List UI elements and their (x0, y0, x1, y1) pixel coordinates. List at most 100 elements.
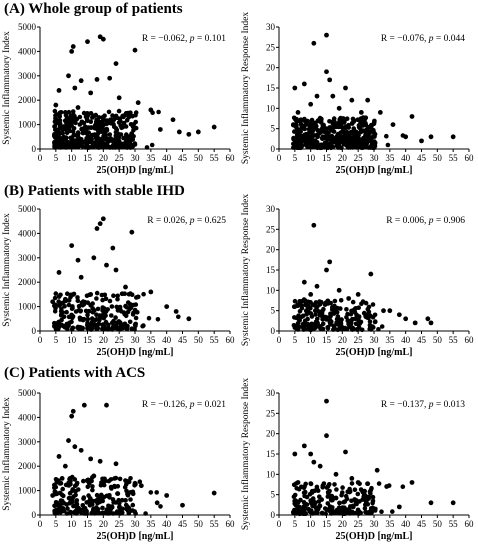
data-point (338, 298, 344, 303)
data-point (301, 327, 306, 332)
x-tick-label: 0 (277, 519, 282, 529)
data-point (310, 497, 316, 503)
data-point (346, 296, 352, 301)
data-point (116, 120, 122, 125)
data-point (100, 505, 105, 511)
correlation-annotation: R = −0.137, p = 0.013 (381, 400, 465, 410)
data-point (315, 134, 320, 140)
x-tick-label: 35 (385, 335, 395, 345)
x-tick-label: 50 (433, 153, 443, 163)
data-point (320, 485, 325, 490)
annotation-r: R = −0.062, (142, 34, 190, 44)
data-point (305, 316, 310, 322)
data-point (148, 490, 154, 495)
data-point (331, 327, 336, 332)
y-tick-label: 0 (271, 510, 276, 520)
data-point (211, 490, 217, 496)
data-point (123, 313, 129, 319)
data-point (312, 303, 318, 308)
data-point (318, 311, 323, 316)
x-tick-label: 10 (306, 153, 316, 163)
data-point (115, 293, 120, 299)
y-tick-label: 30 (266, 204, 276, 214)
data-point (92, 113, 97, 118)
data-point (328, 313, 333, 319)
y-axis-label: Systemic Inflammatory Response Index (240, 378, 251, 530)
data-point (370, 505, 375, 511)
data-point (124, 305, 129, 310)
data-point (428, 134, 434, 140)
y-tick-label: 0 (32, 144, 37, 154)
x-tick-label: 40 (401, 153, 411, 163)
data-point (350, 144, 355, 149)
x-tick-label: 30 (131, 335, 141, 345)
data-point (132, 509, 138, 514)
data-point (85, 39, 90, 45)
data-point (340, 490, 345, 495)
data-point (301, 297, 307, 302)
data-point (70, 109, 76, 114)
data-point (78, 78, 84, 84)
x-tick-label: 15 (322, 153, 332, 163)
x-tick-label: 45 (417, 519, 427, 529)
data-point (324, 32, 329, 38)
data-point (102, 136, 108, 141)
data-point (60, 143, 65, 148)
data-point (137, 479, 143, 484)
data-point (331, 323, 336, 329)
data-point (124, 326, 130, 332)
y-tick-label: 10 (266, 285, 276, 295)
data-point (70, 44, 76, 49)
data-point (292, 451, 298, 457)
data-point (343, 493, 349, 499)
data-point (71, 126, 77, 131)
data-point (104, 262, 109, 268)
x-tick-label: 0 (277, 335, 282, 345)
data-point (362, 492, 367, 498)
data-point (173, 309, 179, 314)
data-point (349, 481, 355, 486)
data-point (376, 481, 382, 486)
data-point (56, 454, 62, 459)
data-point (295, 480, 301, 485)
y-tick-label: 3000 (18, 71, 37, 81)
data-point (343, 449, 348, 455)
data-point (100, 144, 105, 150)
scatter-chart-b-sii: 0 5 10 15 20 25 30 35 40 45 50 55 60 0 1000 2000 3000 400… (1, 204, 235, 358)
data-point (119, 125, 124, 131)
data-point (352, 487, 358, 492)
data-point (302, 126, 307, 132)
annotation-r: R = 0.026, (147, 216, 190, 226)
data-point (94, 492, 100, 498)
x-tick-label: 60 (465, 335, 475, 345)
data-point (59, 306, 64, 311)
data-point (81, 478, 86, 484)
annotation-p-label: p (428, 34, 434, 44)
data-point (55, 325, 60, 331)
section-title-a: (A) Whole group of patients (4, 1, 183, 17)
data-point (350, 129, 355, 135)
data-point (81, 496, 86, 501)
y-tick-label: 4000 (18, 228, 37, 238)
data-point (56, 270, 62, 275)
data-point (385, 142, 391, 148)
data-point (292, 498, 297, 504)
data-point (377, 110, 383, 115)
data-point (123, 284, 128, 290)
data-point (96, 119, 102, 124)
data-point (180, 502, 185, 508)
x-tick-label: 50 (433, 519, 443, 529)
data-point (321, 481, 327, 486)
x-tick-label: 15 (83, 153, 93, 163)
y-axis-label: Systemic Inflammatory Index (1, 397, 12, 511)
data-point (300, 321, 306, 327)
data-point (104, 127, 110, 133)
data-point (124, 488, 129, 494)
data-point (176, 314, 181, 320)
data-point (403, 134, 409, 140)
correlation-annotation: R = 0.006, p = 0.906 (386, 216, 465, 226)
data-point (354, 139, 359, 145)
x-tick-label: 30 (370, 519, 380, 529)
data-point (313, 138, 318, 143)
data-point (302, 489, 308, 495)
